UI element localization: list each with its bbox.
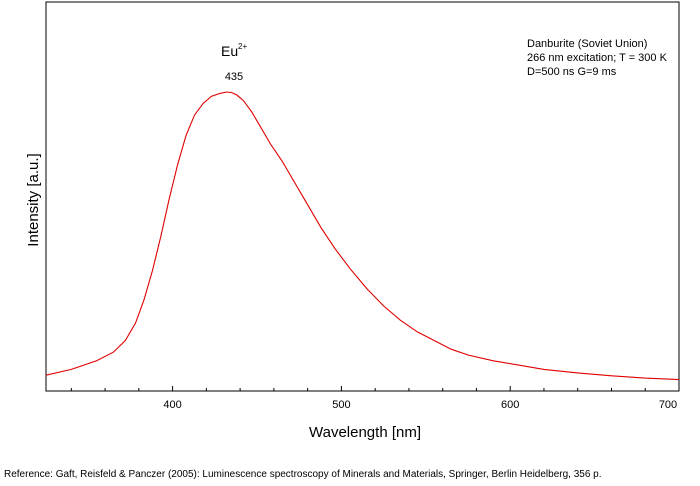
x-tick-label-600: 600 (501, 399, 519, 411)
x-axis-label: Wavelength [nm] (309, 424, 421, 441)
x-tick-label-500: 500 (332, 399, 350, 411)
peak-annotation: Eu 2+ 435 (221, 42, 247, 83)
x-tick-label-700: 700 (659, 399, 677, 411)
spectrum-chart: 400 500 600 700 Intensity [a.u.] Wavelength… (25, 1, 680, 441)
reference-text: Reference: Gaft, Reisfeld & Panczer (200… (4, 469, 602, 480)
peak-wavelength-label: 435 (225, 71, 243, 83)
ion-charge: 2+ (238, 42, 247, 51)
info-box: Danburite (Soviet Union) 266 nm excitati… (527, 38, 668, 78)
series-line (45, 91, 680, 381)
x-tick-label-400: 400 (163, 399, 181, 411)
info-line-excitation: 266 nm excitation; T = 300 K (527, 52, 668, 64)
info-line-gate: D=500 ns G=9 ms (527, 66, 617, 78)
info-line-sample: Danburite (Soviet Union) (527, 38, 647, 50)
y-axis-label: Intensity [a.u.] (25, 153, 42, 246)
ion-label: Eu (221, 43, 238, 59)
plot-frame (45, 1, 680, 392)
x-axis-ticks: 400 500 600 700 (70, 386, 680, 411)
